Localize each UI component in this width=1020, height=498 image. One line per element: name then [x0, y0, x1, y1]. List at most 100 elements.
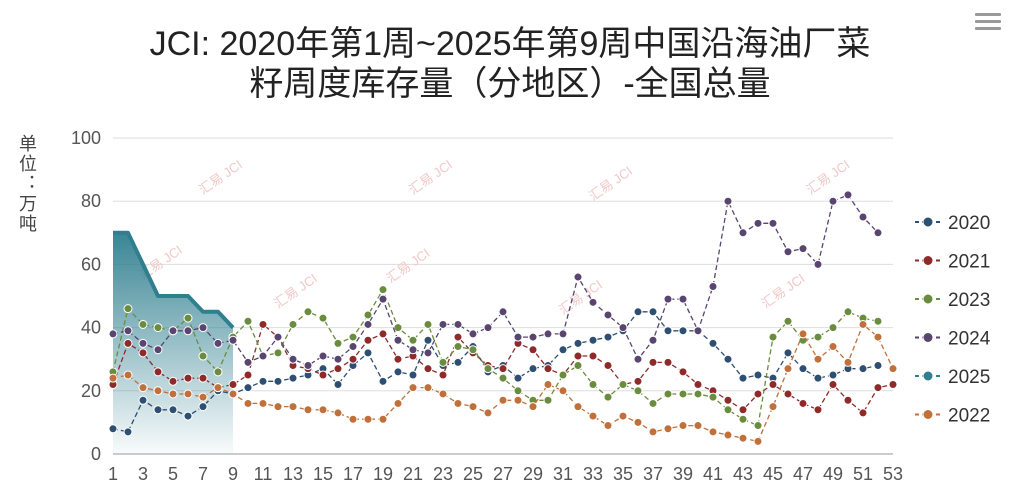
data-point-2024: [858, 212, 868, 222]
data-point-2022: [123, 370, 133, 380]
data-point-2020: [678, 326, 688, 336]
data-point-2021: [423, 364, 433, 374]
data-point-2023: [408, 335, 418, 345]
data-point-2024: [843, 190, 853, 200]
data-point-2022: [813, 354, 823, 364]
data-point-2020: [333, 379, 343, 389]
data-point-2020: [558, 345, 568, 355]
data-point-2020: [138, 395, 148, 405]
data-point-2020: [453, 357, 463, 367]
legend-swatch-marker: [922, 216, 934, 228]
data-point-2020: [378, 376, 388, 386]
data-point-2020: [183, 411, 193, 421]
data-point-2024: [783, 247, 793, 257]
data-point-2020: [273, 376, 283, 386]
data-point-2021: [228, 379, 238, 389]
data-point-2020: [153, 405, 163, 415]
x-tick-label: 11: [254, 464, 273, 484]
data-point-2021: [123, 338, 133, 348]
data-point-2020: [603, 332, 613, 342]
data-point-2021: [663, 357, 673, 367]
x-tick-label: 17: [343, 464, 363, 484]
x-tick-label: 33: [583, 464, 603, 484]
data-point-2024: [528, 332, 538, 342]
data-point-2022: [588, 411, 598, 421]
data-point-2024: [648, 335, 658, 345]
data-point-2022: [378, 414, 388, 424]
data-point-2024: [573, 272, 583, 282]
data-point-2024: [693, 326, 703, 336]
data-point-2023: [273, 348, 283, 358]
data-point-2020: [243, 383, 253, 393]
data-point-2024: [708, 282, 718, 292]
x-tick-label: 13: [283, 464, 303, 484]
data-point-2022: [363, 414, 373, 424]
data-point-2022: [573, 402, 583, 412]
data-point-2021: [723, 395, 733, 405]
data-point-2022: [558, 386, 568, 396]
data-point-2024: [723, 196, 733, 206]
x-tick-label: 19: [373, 464, 393, 484]
data-point-2021: [393, 354, 403, 364]
data-point-2023: [348, 332, 358, 342]
data-point-2023: [573, 361, 583, 371]
data-point-2021: [888, 379, 898, 389]
data-point-2022: [753, 436, 763, 446]
data-point-2023: [213, 367, 223, 377]
data-point-2021: [543, 364, 553, 374]
data-point-2021: [363, 335, 373, 345]
data-point-2023: [333, 338, 343, 348]
watermark-logo: 汇易 JCI: [384, 245, 433, 285]
x-tick-label: 53: [883, 464, 903, 484]
data-point-2023: [123, 304, 133, 314]
data-point-2022: [228, 389, 238, 399]
x-tick-label: 35: [613, 464, 633, 484]
data-point-2023: [723, 405, 733, 415]
x-tick-label: 27: [493, 464, 513, 484]
data-point-2020: [858, 364, 868, 374]
legend-label: 2024: [948, 329, 991, 350]
data-point-2022: [198, 392, 208, 402]
series-line-2023: [112, 288, 879, 427]
data-point-2021: [243, 370, 253, 380]
x-tick-label: 5: [168, 464, 178, 484]
data-point-2024: [633, 354, 643, 364]
data-point-2022: [483, 408, 493, 418]
data-point-2024: [678, 294, 688, 304]
y-tick-label: 0: [91, 444, 101, 464]
data-point-2023: [663, 389, 673, 399]
data-point-2023: [738, 414, 748, 424]
data-point-2023: [393, 323, 403, 333]
data-point-2023: [603, 392, 613, 402]
data-point-2022: [168, 389, 178, 399]
data-point-2021: [183, 373, 193, 383]
x-tick-label: 15: [313, 464, 333, 484]
data-point-2023: [483, 364, 493, 374]
data-point-2021: [633, 376, 643, 386]
x-tick-label: 39: [673, 464, 693, 484]
data-point-2021: [498, 364, 508, 374]
data-point-2022: [183, 389, 193, 399]
data-point-2020: [573, 338, 583, 348]
data-point-2024: [333, 354, 343, 364]
x-tick-label: 29: [523, 464, 543, 484]
data-point-2024: [138, 338, 148, 348]
data-point-2022: [633, 417, 643, 427]
hamburger-menu-icon[interactable]: [974, 11, 1002, 33]
data-point-2020: [588, 335, 598, 345]
data-point-2020: [363, 348, 373, 358]
legend-label: 2023: [948, 290, 990, 311]
data-point-2021: [738, 405, 748, 415]
data-point-2021: [573, 351, 583, 361]
data-point-2022: [678, 421, 688, 431]
data-point-2021: [768, 379, 778, 389]
data-point-2022: [888, 364, 898, 374]
data-point-2023: [708, 392, 718, 402]
data-point-2022: [603, 421, 613, 431]
data-point-2020: [123, 427, 133, 437]
data-point-2024: [453, 319, 463, 329]
data-point-2023: [453, 342, 463, 352]
data-point-2023: [363, 310, 373, 320]
data-point-2023: [153, 323, 163, 333]
data-point-2022: [543, 379, 553, 389]
